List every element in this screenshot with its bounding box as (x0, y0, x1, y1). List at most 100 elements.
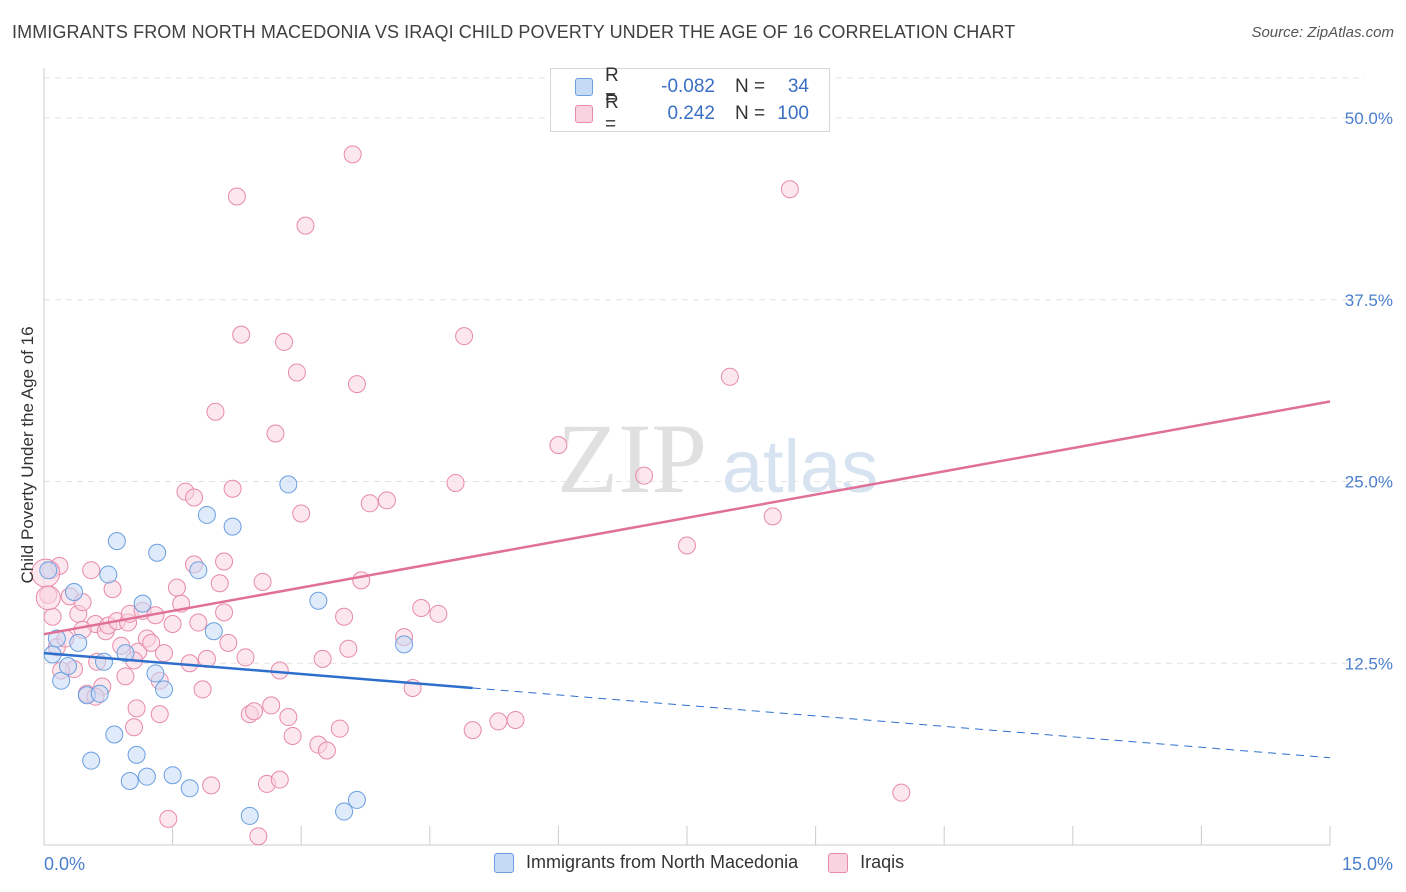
y-axis-label: Child Poverty Under the Age of 16 (18, 326, 37, 583)
north-macedonia-trend-extension (472, 687, 1331, 759)
legend-swatch-blue (494, 852, 514, 873)
iraqis-point (82, 561, 101, 580)
iraqis-point (116, 667, 135, 686)
legend-label: Immigrants from North Macedonia (526, 852, 799, 872)
north-macedonia-point (240, 806, 259, 825)
trend-lines (43, 400, 1331, 759)
legend-n-label: N = (735, 103, 766, 124)
iraqis-point (266, 424, 285, 443)
y-tick-label: 12.5% (1345, 654, 1393, 673)
iraqis-point (313, 649, 332, 668)
iraqis-point (236, 648, 255, 667)
iraqis-point (270, 661, 289, 680)
north-macedonia-point (65, 583, 84, 602)
iraqis-point (232, 325, 251, 344)
legend-r-label: R = (605, 65, 619, 108)
north-macedonia-point (120, 772, 139, 791)
iraqis-point (159, 809, 178, 828)
iraqis-point (202, 776, 221, 795)
north-macedonia-point (95, 652, 114, 671)
legend-r-value: -0.082 (661, 76, 715, 97)
legend-swatch-blue (575, 78, 593, 96)
north-macedonia-point (279, 475, 298, 494)
north-macedonia-trend-line (43, 651, 473, 690)
chart-title: IMMIGRANTS FROM NORTH MACEDONIA VS IRAQI… (12, 22, 1016, 42)
iraqis-point (43, 607, 62, 626)
north-macedonia-point (107, 532, 126, 551)
iraqis-point (549, 436, 568, 455)
north-macedonia-point (197, 505, 216, 524)
legend-r-value: 0.242 (667, 103, 715, 124)
iraqis-point (678, 536, 696, 555)
y-tick-label: 25.0% (1345, 473, 1393, 492)
iraqis-point (125, 718, 144, 737)
iraqis-point (150, 705, 169, 724)
iraqis-point (193, 680, 212, 699)
north-macedonia-point (99, 565, 118, 584)
legend-swatch-pink (575, 105, 593, 123)
north-macedonia-point (189, 561, 208, 580)
north-macedonia-point (155, 680, 174, 699)
legend-row-iraqis: R = 0.242 N = 100 (575, 92, 809, 135)
legend-n-value: 34 (787, 76, 809, 97)
iraqis-point (206, 402, 225, 421)
iraqis-point (227, 187, 246, 206)
north-macedonia-point (309, 591, 328, 610)
iraqis-point (635, 466, 654, 485)
iraqis-point (219, 633, 238, 652)
iraqis-point (317, 741, 336, 760)
iraqis-point (185, 488, 204, 507)
north-macedonia-point (133, 594, 152, 613)
legend-n-label: N = (735, 76, 766, 97)
iraqis-point (463, 721, 482, 740)
watermark-zip: ZIP (557, 403, 707, 514)
iraqis-point (352, 571, 371, 590)
north-macedonia-point (90, 684, 109, 703)
north-macedonia-point (335, 802, 354, 821)
north-macedonia-point (146, 664, 165, 683)
tick-labels: 12.5% 25.0% 37.5% 50.0% 0.0% 15.0% (44, 109, 1393, 874)
iraqis-point (189, 613, 208, 632)
x-tick-label-max: 15.0% (1342, 854, 1393, 874)
iraqis-point (335, 607, 354, 626)
north-macedonia-point (137, 767, 156, 786)
iraqis-point (215, 552, 234, 571)
legend-r-label: R = (605, 92, 619, 135)
iraqis-point (429, 604, 448, 623)
legend-n-value: 100 (777, 103, 809, 124)
iraqis-point (262, 696, 281, 715)
north-macedonia-point (82, 751, 101, 770)
north-macedonia-point (116, 644, 135, 663)
iraqis-point (167, 578, 186, 597)
north-macedonia-point (69, 633, 88, 652)
iraqis-point (330, 719, 349, 738)
iraqis-point (412, 598, 431, 617)
correlation-legend: R = -0.082 N = 34 R = 0.242 N = 100 (550, 65, 830, 135)
north-macedonia-point (59, 657, 78, 676)
iraqis-point (287, 363, 306, 382)
north-macedonia-point (163, 766, 182, 785)
iraqis-point (377, 491, 396, 510)
north-macedonia-point (204, 622, 223, 641)
iraqis-point (283, 726, 302, 745)
iraqis-point (455, 327, 474, 346)
iraqis-point (506, 710, 525, 729)
iraqis-point (339, 639, 358, 658)
north-macedonia-point (105, 725, 124, 744)
y-tick-label: 37.5% (1345, 291, 1393, 310)
iraqis-point (155, 644, 174, 663)
north-macedonia-point (127, 745, 146, 764)
north-macedonia-point (39, 561, 58, 580)
iraqis-point (275, 332, 294, 351)
iraqis-point-large (35, 585, 61, 611)
source-label: Source: ZipAtlas.com (1251, 24, 1394, 41)
iraqis-point (245, 702, 264, 721)
iraqis-point (763, 507, 782, 526)
iraqis-point (223, 479, 242, 498)
iraqis-point (210, 574, 229, 593)
grid-lines (44, 77, 1365, 664)
north-macedonia-point (180, 779, 199, 798)
series-legend: Immigrants from North Macedonia Iraqis (494, 852, 934, 873)
iraqis-point (127, 699, 146, 718)
